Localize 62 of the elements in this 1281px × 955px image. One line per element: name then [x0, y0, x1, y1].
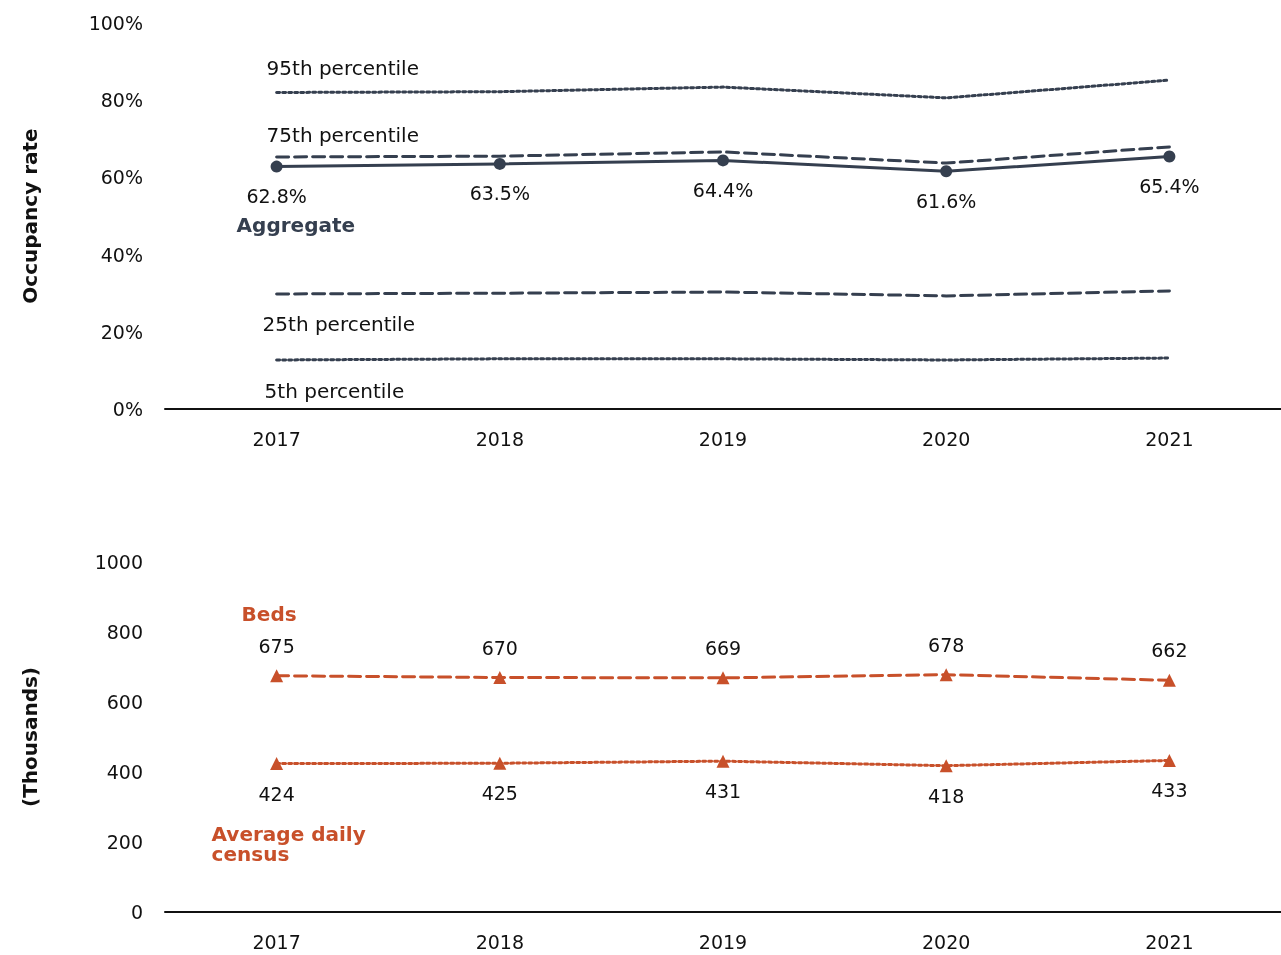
data-label: 418	[928, 784, 965, 807]
data-label: 431	[704, 780, 742, 803]
x-tick-label: 2018	[475, 427, 524, 450]
y-tick-label: 0%	[112, 398, 143, 420]
x-tick-label: 2017	[252, 427, 301, 450]
series-label: 5th percentile	[264, 378, 405, 403]
point	[717, 154, 729, 167]
y-tick-label: 600	[106, 691, 143, 713]
x-tick-label: 2019	[698, 427, 748, 450]
point	[716, 671, 730, 685]
series-label: 75th percentile	[266, 122, 419, 147]
point	[716, 754, 730, 768]
point	[270, 160, 283, 173]
y-tick-label: 800	[106, 621, 143, 643]
data-label: 425	[481, 782, 518, 805]
text: Aggregate	[236, 212, 356, 237]
series-label: 25th percentile	[262, 311, 415, 336]
data-label: 63.5%	[469, 182, 530, 205]
data-label: 61.6%	[916, 189, 977, 212]
x-tick-label: 2020	[922, 427, 971, 450]
data-label: 64.4%	[692, 178, 754, 201]
y-axis-title: Occupancy rate	[18, 128, 42, 304]
y-tick-label: 1000	[94, 551, 143, 573]
y-tick-label: 20%	[100, 320, 143, 343]
series-label: 95th percentile	[266, 56, 419, 81]
data-label: 675	[258, 634, 295, 657]
point	[1163, 150, 1176, 163]
text: Beds	[241, 601, 297, 626]
data-label: 62.8%	[246, 185, 307, 208]
y-tick-label: 200	[106, 831, 143, 853]
point	[940, 165, 953, 178]
data-label: 670	[481, 636, 518, 659]
x-tick-label: 2019	[698, 930, 748, 953]
point	[1162, 673, 1176, 687]
y-tick-label: 60%	[100, 166, 143, 189]
data-label: 65.4%	[1139, 175, 1200, 198]
point	[1162, 753, 1176, 767]
point	[270, 757, 284, 771]
data-label: 669	[704, 636, 742, 659]
point	[939, 668, 953, 682]
data-label: 424	[258, 782, 295, 805]
data-label: 433	[1151, 779, 1188, 802]
point	[493, 671, 507, 684]
x-tick-label: 2017	[252, 930, 301, 953]
point	[270, 669, 284, 683]
point	[939, 759, 953, 773]
point	[493, 157, 506, 170]
y-tick-label: 100%	[88, 12, 143, 34]
x-tick-label: 2021	[1145, 930, 1194, 953]
x-tick-label: 2018	[475, 930, 524, 953]
y-tick-label: 400	[106, 761, 143, 783]
x-tick-label: 2021	[1145, 427, 1194, 450]
text: Average daily census	[211, 821, 373, 866]
data-label: 662	[1151, 639, 1188, 662]
line-series	[275, 78, 1171, 100]
y-tick-label: 80%	[100, 89, 143, 112]
y-tick-label: 0	[130, 901, 143, 923]
y-axis-title: (Thousands)	[18, 667, 42, 807]
x-tick-label: 2020	[922, 930, 971, 953]
point	[493, 756, 507, 770]
y-tick-label: 40%	[100, 243, 143, 266]
data-label: 678	[928, 633, 965, 656]
